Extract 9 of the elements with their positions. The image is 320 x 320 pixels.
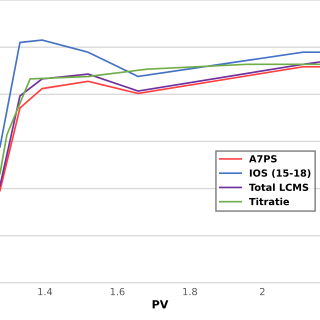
x-tick-label: 1.6 xyxy=(110,288,125,296)
legend-label: A7PS xyxy=(249,155,277,162)
legend-label: Total LCMS xyxy=(249,183,308,191)
x-axis-title: PV xyxy=(152,300,168,308)
legend-label: Titratie xyxy=(249,198,290,206)
x-tick-label: 1.8 xyxy=(183,288,197,296)
x-tick-label: 2 xyxy=(260,288,264,296)
x-tick-label: 1.4 xyxy=(38,288,52,296)
legend-label: IOS (15-18) xyxy=(250,169,310,178)
